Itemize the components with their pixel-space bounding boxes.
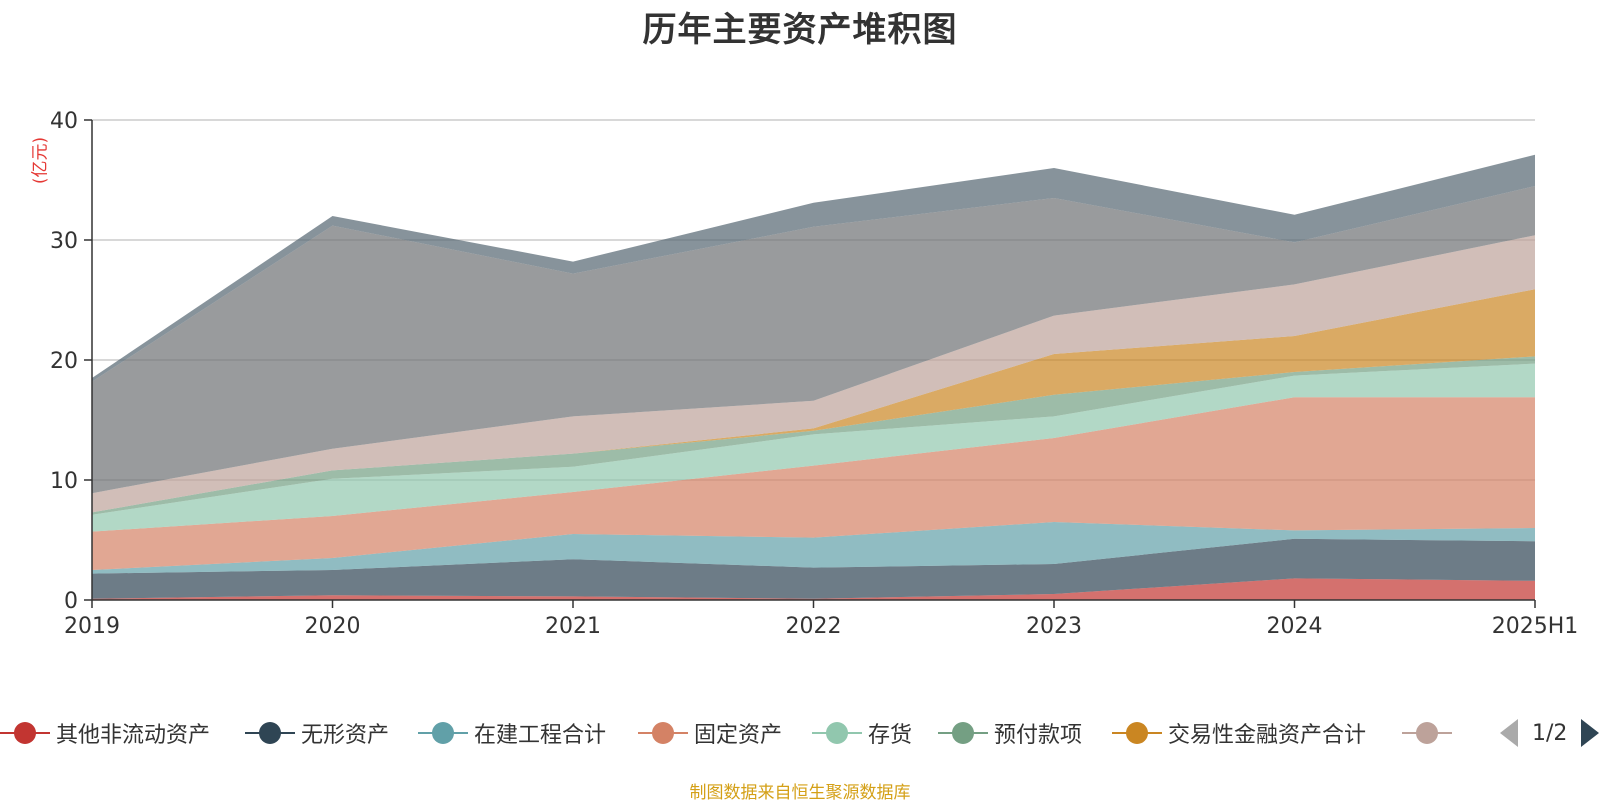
x-tick-label: 2023	[1026, 614, 1082, 639]
x-tick-label: 2020	[305, 614, 361, 639]
legend-label: 交易性金融资产合计	[1168, 723, 1367, 748]
area-series-2	[92, 522, 1535, 574]
x-tick-label: 2024	[1267, 614, 1323, 639]
source-note: 制图数据来自恒生聚源数据库	[689, 783, 911, 803]
legend-label: 预付款项	[994, 723, 1083, 748]
legend-item[interactable]: 在建工程合计	[418, 715, 606, 751]
legend-label: 存货	[868, 723, 913, 748]
stacked-area-chart: 0 10 20 30 40 2019 2020 2021 2022 2023 2024 2025H1	[50, 109, 1579, 639]
y-tick-label: 0	[64, 589, 78, 614]
legend-swatch-icon	[245, 715, 295, 751]
y-tick-label: 40	[50, 109, 78, 134]
legend-item[interactable]: 无形资产	[245, 715, 389, 751]
legend-item[interactable]: 预付款项	[938, 715, 1082, 751]
pager-next-icon[interactable]	[1581, 719, 1600, 747]
area-series-4	[92, 363, 1535, 532]
legend-swatch-icon	[938, 715, 988, 751]
legend-swatch-icon	[1402, 715, 1452, 751]
legend-swatch-icon	[1112, 715, 1162, 751]
legend-label: 其他非流动资产	[56, 723, 211, 748]
legend-swatch-icon	[0, 715, 50, 751]
legend-item[interactable]	[1402, 715, 1458, 751]
chart-title: 历年主要资产堆积图	[642, 10, 958, 50]
legend-label: 在建工程合计	[474, 723, 607, 748]
x-tick-label: 2021	[545, 614, 601, 639]
legend-item[interactable]: 其他非流动资产	[0, 715, 210, 751]
area-series-7	[92, 235, 1535, 513]
legend-swatch-icon	[418, 715, 468, 751]
x-tick-label: 2025H1	[1492, 614, 1579, 639]
y-tick-label: 20	[50, 349, 78, 374]
x-tick-label: 2022	[786, 614, 842, 639]
pager-page-indicator: 1/2	[1532, 720, 1568, 746]
legend: 其他非流动资产 无形资产 在建工程合计 固定资产 存货 预付款项 交易性金融资产…	[0, 715, 1600, 755]
area-series-5	[92, 356, 1535, 515]
area-series-1	[92, 538, 1535, 599]
legend-item[interactable]: 固定资产	[638, 715, 782, 751]
y-tick-label: 10	[50, 469, 78, 494]
area-series-3	[92, 397, 1535, 570]
pager-prev-icon[interactable]	[1500, 719, 1518, 747]
legend-item[interactable]: 交易性金融资产合计	[1112, 715, 1366, 751]
area-series-8	[92, 186, 1535, 494]
legend-item[interactable]: 存货	[812, 715, 912, 751]
area-series-0	[92, 578, 1535, 600]
legend-pager: 1/2	[1500, 715, 1600, 751]
area-series-9	[92, 154, 1535, 382]
legend-label: 固定资产	[694, 723, 783, 748]
legend-swatch-icon	[638, 715, 688, 751]
y-tick-label: 30	[50, 229, 78, 254]
x-tick-label: 2019	[64, 614, 120, 639]
legend-label: 无形资产	[301, 723, 390, 748]
legend-swatch-icon	[812, 715, 862, 751]
